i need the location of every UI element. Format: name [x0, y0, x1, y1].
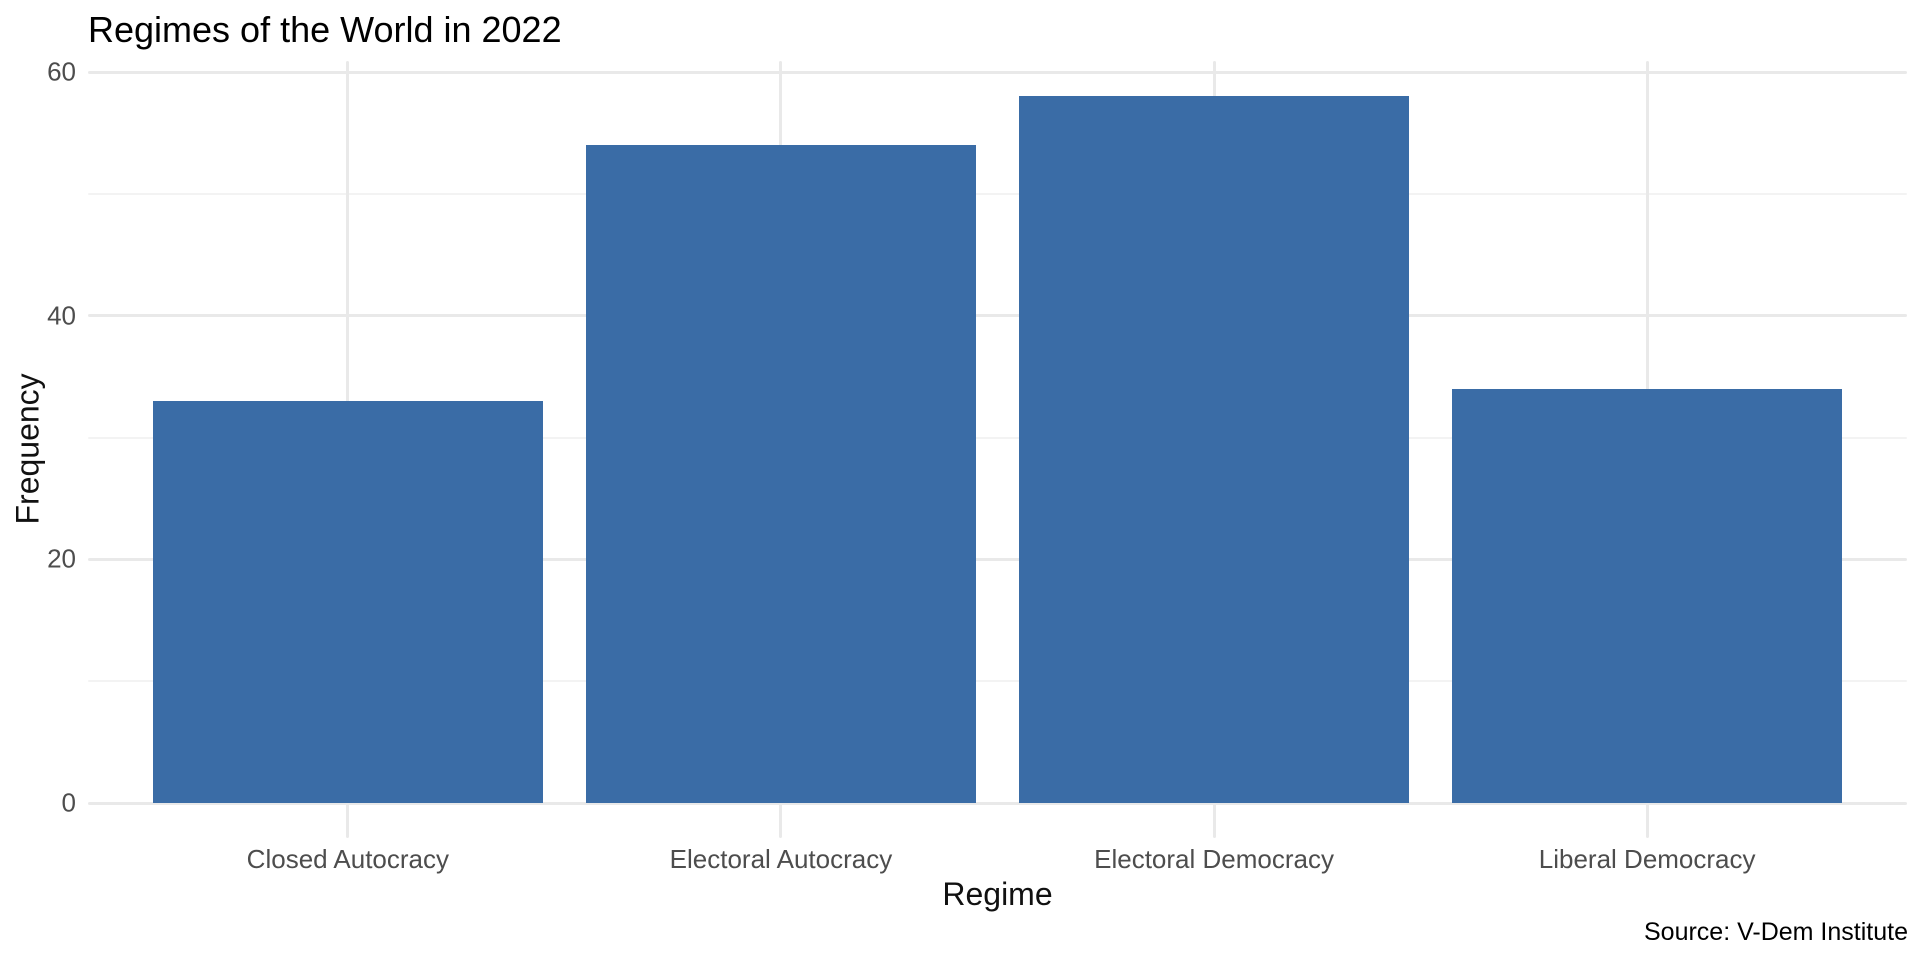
- bar-liberal-democracy: [1452, 388, 1843, 803]
- gridline-major-y-40: [88, 314, 1907, 318]
- gridline-major-y-20: [88, 557, 1907, 561]
- chart-title: Regimes of the World in 2022: [88, 9, 562, 50]
- y-axis-title: Frequency: [9, 373, 46, 525]
- gridline-minor-y-50: [88, 192, 1907, 195]
- x-tick-label-2: Electoral Democracy: [1094, 844, 1334, 874]
- gridline-minor-y-10: [88, 680, 1907, 683]
- bar-electoral-democracy: [1019, 96, 1409, 803]
- x-tick-label-3: Liberal Democracy: [1538, 844, 1756, 874]
- bar-electoral-autocracy: [586, 145, 976, 803]
- x-tick-label-0: Closed Autocracy: [246, 844, 450, 874]
- gridline-major-y-60: [88, 70, 1907, 74]
- y-tick-label-0: 0: [61, 787, 76, 818]
- gridline-minor-y-30: [88, 436, 1907, 439]
- x-axis-title: Regime: [942, 876, 1053, 912]
- x-tick-label-1: Electoral Autocracy: [669, 844, 893, 874]
- source-caption: Source: V-Dem Institute: [1643, 918, 1908, 946]
- y-tick-label-40: 40: [47, 300, 76, 331]
- y-tick-label-60: 60: [47, 56, 76, 87]
- y-tick-label-20: 20: [47, 543, 76, 574]
- gridline-major-y-0: [88, 801, 1907, 805]
- bar-closed-autocracy: [152, 400, 543, 803]
